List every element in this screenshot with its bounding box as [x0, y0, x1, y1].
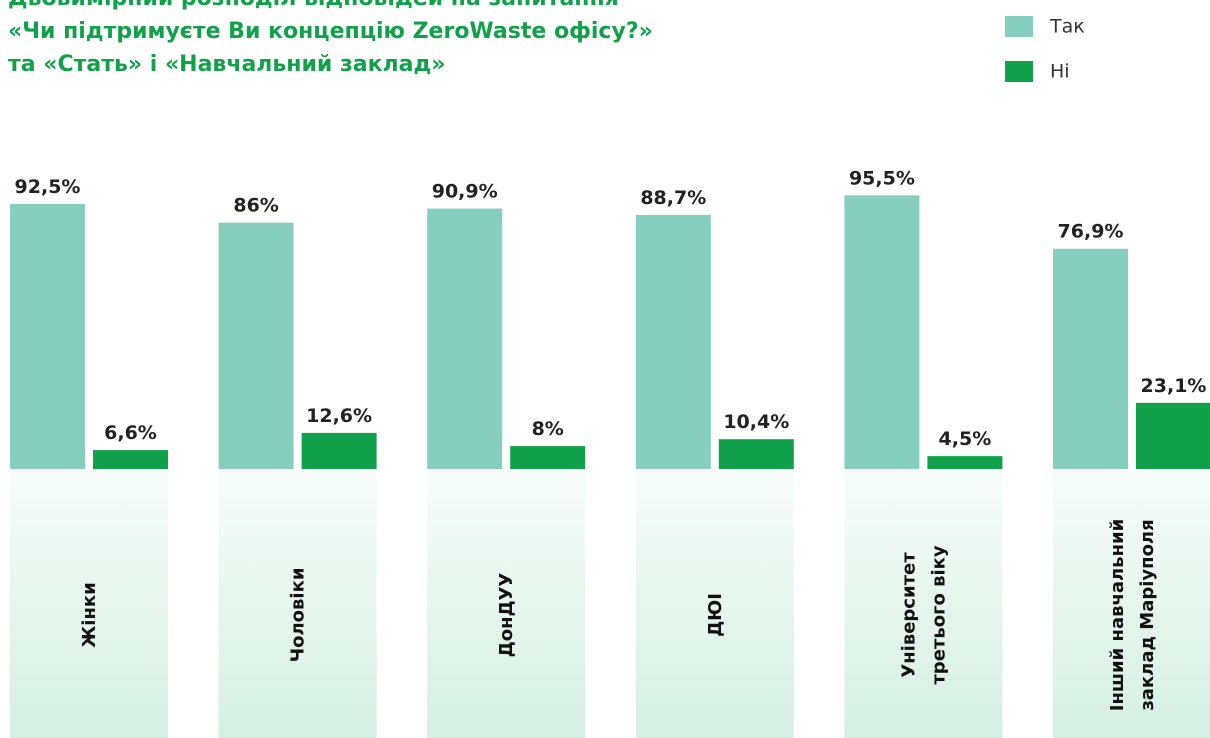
bar: [218, 222, 294, 469]
value-label: 10,4%: [723, 411, 789, 433]
bar: [427, 208, 503, 469]
bar: [844, 195, 920, 469]
category-panel: [10, 471, 168, 738]
bar: [301, 432, 377, 469]
category-panel: [844, 471, 1003, 738]
value-label: 88,7%: [640, 187, 706, 209]
bar: [1136, 402, 1210, 469]
value-label: 86%: [233, 195, 278, 217]
value-label: 95,5%: [849, 167, 915, 189]
value-label: 23,1%: [1141, 375, 1207, 397]
x-tick-label: Інший навчальний заклад Маріуполя: [1107, 519, 1158, 711]
value-label: 6,6%: [104, 422, 157, 444]
value-label: 12,6%: [306, 405, 372, 427]
bar: [635, 214, 711, 469]
category-panel: [218, 471, 377, 738]
chart-title: Двовимірний розподіл відповідей на запит…: [8, 0, 653, 77]
value-label: 76,9%: [1058, 221, 1124, 243]
category-panel: [1053, 471, 1210, 738]
legend-swatch: [1005, 16, 1033, 37]
bar: [10, 203, 85, 470]
legend-label: Так: [1049, 16, 1085, 38]
value-label: 4,5%: [939, 428, 992, 450]
bar: [718, 439, 794, 469]
bar: [927, 456, 1003, 469]
value-label: 92,5%: [15, 176, 81, 198]
x-tick-label: Чоловіки: [288, 568, 309, 663]
value-label: 90,9%: [432, 181, 498, 203]
category-panel: [635, 471, 794, 738]
x-tick-label: ДонДУУ: [496, 573, 517, 658]
legend-swatch: [1005, 61, 1033, 82]
x-tick-label: ДЮІ: [705, 593, 726, 637]
value-label: 8%: [532, 418, 564, 440]
category-panel: [427, 471, 586, 738]
bar: [510, 446, 586, 469]
x-tick-label: Університет третього віку: [898, 545, 949, 685]
x-tick-label: Жінки: [79, 582, 100, 647]
legend-label: Ні: [1050, 61, 1070, 83]
bar: [1053, 248, 1128, 469]
bar: [93, 450, 168, 469]
